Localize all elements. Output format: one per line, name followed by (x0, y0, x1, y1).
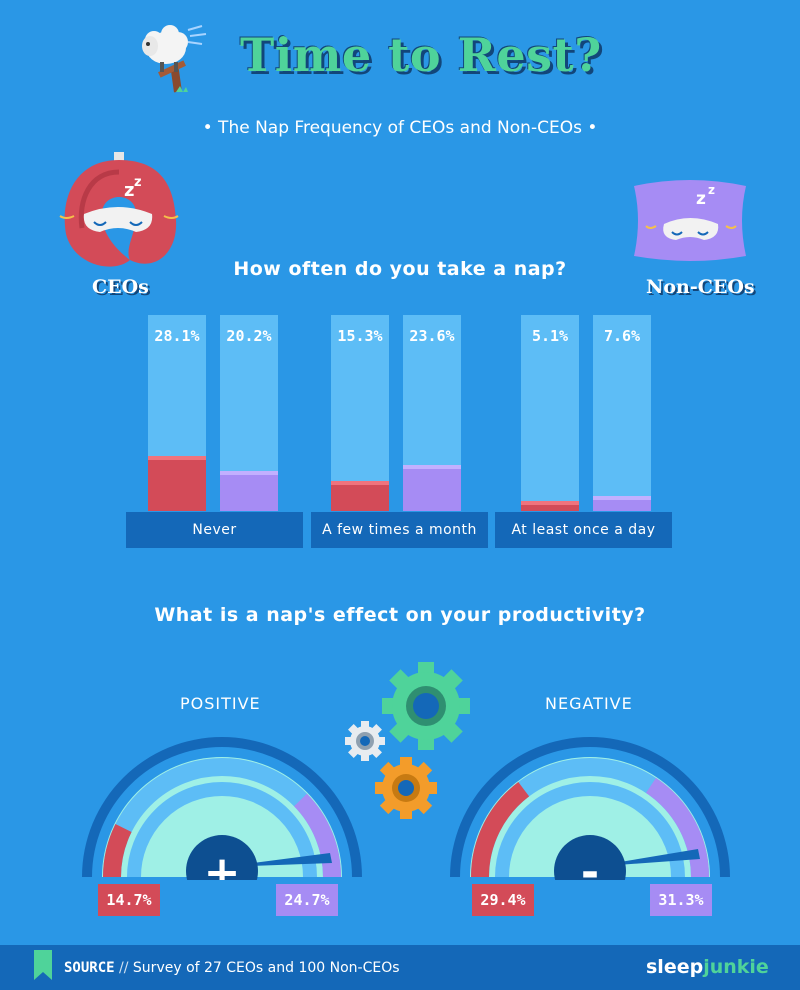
bar-track: 20.2% (220, 315, 278, 511)
category-label-daily: At least once a day (495, 512, 672, 548)
gauge-negative: - (450, 737, 730, 880)
bar-nonceo-never (220, 471, 278, 511)
source-bookmark-icon (34, 950, 52, 980)
gauge-negative-ceo-value: 29.4% (472, 884, 534, 916)
brand-logo: sleepjunkie (646, 956, 769, 978)
source-text: Survey of 27 CEOs and 100 Non-CEOs (132, 960, 400, 976)
page-subtitle: • The Nap Frequency of CEOs and Non-CEOs… (202, 118, 598, 138)
bar-track: 5.1% (521, 315, 579, 511)
bar-track: 28.1% (148, 315, 206, 511)
bar-track: 7.6% (593, 315, 651, 511)
gauge-negative-nonceo-value: 31.3% (650, 884, 712, 916)
bar-label-nonceo-monthly: 23.6% (409, 327, 455, 345)
bar-label-nonceo-never: 20.2% (226, 327, 272, 345)
bar-chart-title: How often do you take a nap? (233, 258, 567, 280)
page-title: Time to Rest? (240, 28, 602, 82)
svg-text:z: z (134, 175, 142, 190)
bar-track: 23.6% (403, 315, 461, 511)
gauge-positive-nonceo-value: 24.7% (276, 884, 338, 916)
bar-ceo-daily (521, 501, 579, 511)
gauge-positive-sign: + (204, 847, 241, 880)
gauge-positive-nonceo-arc (293, 793, 341, 878)
brand-logo-part2: junkie (703, 956, 769, 978)
source-note: SOURCE // Survey of 27 CEOs and 100 Non-… (64, 960, 400, 976)
svg-text:z: z (124, 180, 134, 201)
gauge-positive: + (82, 737, 362, 880)
gauge-negative-nonceo-arc (645, 777, 710, 878)
gauge-label-negative: NEGATIVE (545, 694, 633, 713)
bar-label-ceo-daily: 5.1% (531, 327, 569, 345)
travel-pillow-icon: z z (59, 152, 179, 267)
gauge-negative-sign: - (581, 847, 599, 880)
bar-ceo-never (148, 455, 206, 511)
gauge-negative-ceo-arc (471, 782, 530, 878)
bar-nonceo-monthly (403, 464, 461, 511)
svg-text:z: z (708, 183, 715, 197)
bar-nonceo-daily (593, 496, 651, 511)
bar-label-ceo-never: 28.1% (154, 327, 200, 345)
gauge-positive-ceo-value: 14.7% (98, 884, 160, 916)
brand-logo-part1: sleep (646, 956, 704, 978)
legend-nonceo: Non-CEOs (646, 276, 755, 298)
legend-ceo: CEOs (92, 276, 149, 298)
source-separator: // (119, 960, 129, 976)
source-label: SOURCE (64, 960, 115, 976)
svg-text:z: z (696, 189, 706, 209)
bar-track: 15.3% (331, 315, 389, 511)
pillow-icon: z z (634, 180, 746, 261)
gauge-positive-ceo-arc (102, 823, 132, 878)
bar-label-ceo-monthly: 15.3% (337, 327, 383, 345)
gear-icon (345, 721, 385, 761)
category-label-monthly: A few times a month (311, 512, 488, 548)
footer-bar (0, 945, 800, 990)
bar-ceo-monthly (331, 481, 389, 511)
gear-icon (382, 662, 470, 750)
gauge-label-positive: POSITIVE (180, 694, 261, 713)
category-label-never: Never (126, 512, 303, 548)
gauge-chart-title: What is a nap's effect on your productiv… (154, 604, 646, 626)
bar-label-nonceo-daily: 7.6% (603, 327, 641, 345)
gear-icon (375, 757, 437, 819)
sheep-icon (142, 25, 207, 93)
